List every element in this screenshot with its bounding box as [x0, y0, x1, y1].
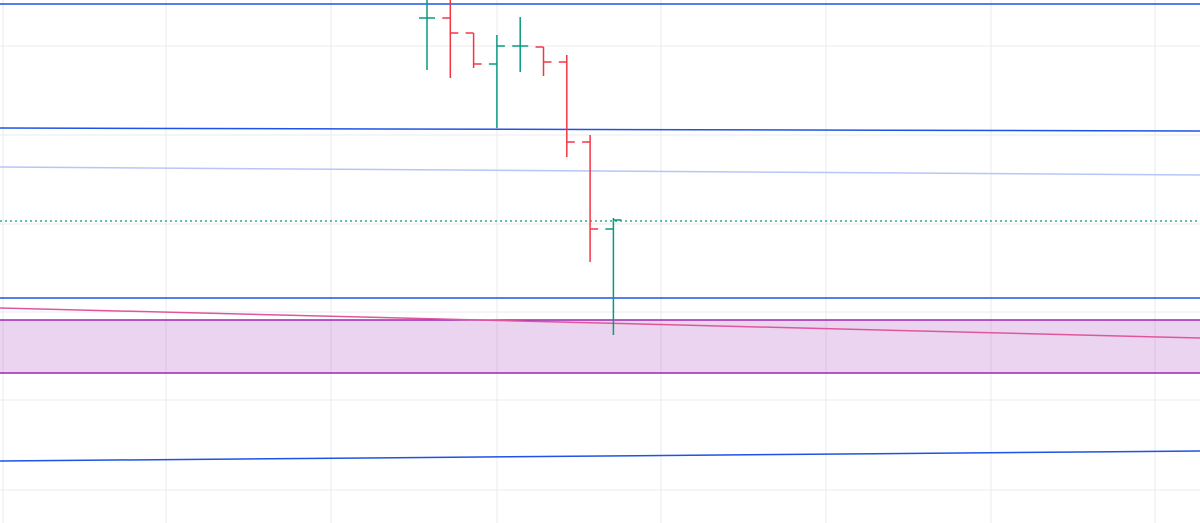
trend-line: [0, 307, 1200, 339]
vertical-grid: [2, 0, 1156, 523]
trend-line: [0, 450, 1200, 462]
trend-line: [0, 166, 1200, 176]
zone: [0, 320, 1200, 373]
trend-line: [0, 127, 1200, 132]
